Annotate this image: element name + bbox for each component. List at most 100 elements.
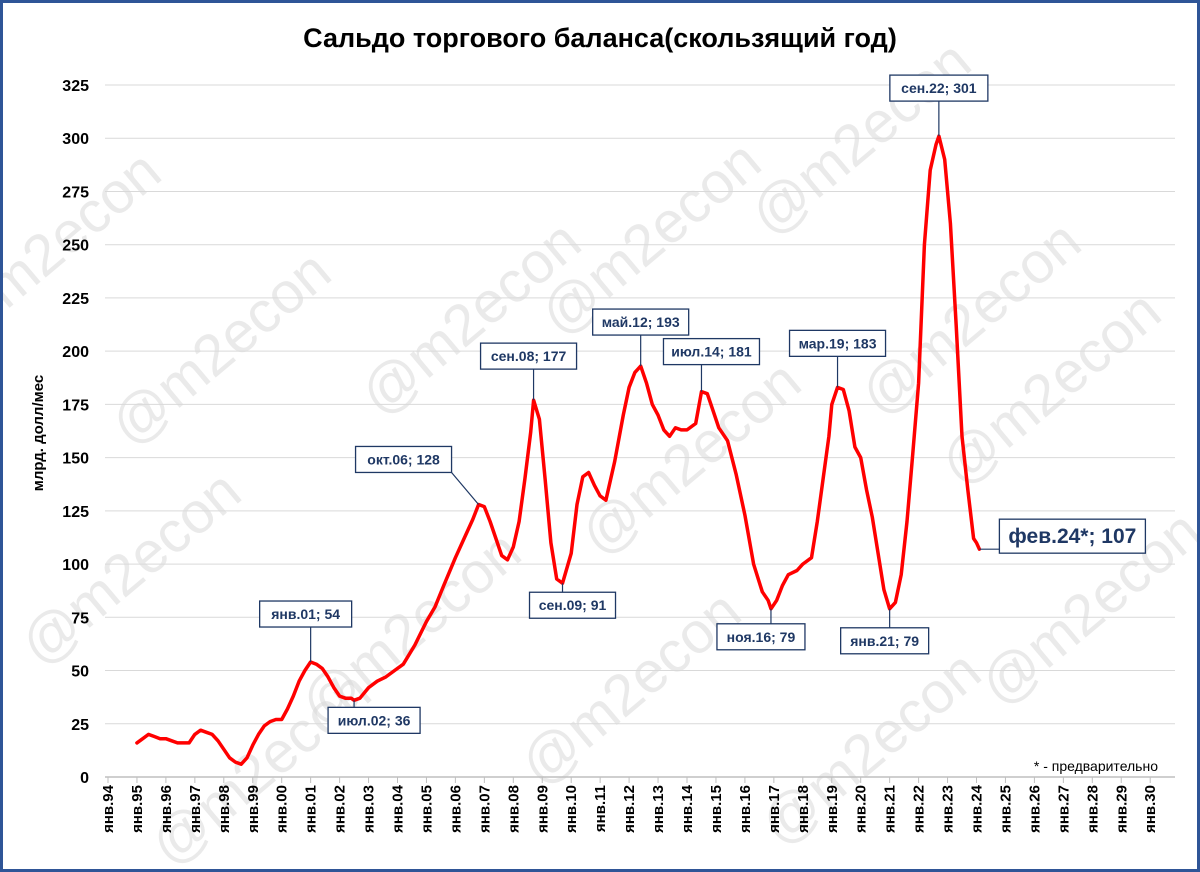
annotation-box-9 [840,627,930,655]
x-tick-label-18: янв.12 [621,785,638,833]
annotation-11: фев.24*; 107 [979,518,1147,554]
y-tick-label-175: 175 [62,397,89,414]
x-tick-label-22: янв.16 [737,785,754,833]
x-tick-label-5: янв.99 [245,785,262,833]
x-tick-label-0: янв.94 [100,784,117,833]
annotation-8: мар.19; 183 [788,329,887,388]
y-axis-ticks: 0 25 50 75 100 125 150 175 200 225 250 275 300 325 [62,78,89,787]
y-tick-label-225: 225 [62,291,89,308]
x-tick-label-2: янв.96 [158,785,175,833]
annotation-label-10: сен.22; 301 [901,80,977,96]
annotation-box-10 [889,74,989,102]
x-tick-label-30: янв.24 [969,784,986,833]
x-tick-label-19: янв.13 [650,785,667,833]
annotation-box-0 [258,600,353,628]
y-tick-label-325: 325 [62,78,89,95]
annotation-label-6: июл.14; 181 [671,344,752,360]
x-tick-label-17: янв.11 [592,785,609,832]
annotation-leader-2 [451,472,480,505]
x-axis-ticks: янв.94 янв.95 янв.96 янв.97 янв.98 янв.99 янв.… [100,777,1159,833]
x-tick-label-35: янв.29 [1113,785,1130,833]
annotation-label-2: окт.06; 128 [367,451,440,467]
y-tick-label-0: 0 [80,770,89,787]
x-tick-label-14: янв.08 [505,785,522,833]
x-tick-label-1: янв.95 [129,785,146,833]
annotation-box-8 [788,329,887,358]
x-tick-label-10: янв.04 [390,784,407,833]
y-tick-label-250: 250 [62,238,89,255]
annotation-box-2 [354,445,453,474]
annotation-6: июл.14; 181 [662,337,761,392]
gridlines [105,84,1175,725]
x-tick-label-12: янв.06 [447,785,464,833]
annotation-9: янв.21; 79 [840,608,930,655]
annotation-4: сен.09; 91 [528,583,617,619]
annotation-2: окт.06; 128 [354,445,480,505]
x-tick-label-16: янв.10 [563,785,580,833]
annotation-box-11 [998,518,1147,554]
annotation-box-1 [327,706,421,734]
annotation-box-4 [528,591,617,619]
annotation-box-7 [716,623,806,651]
x-tick-label-27: янв.21 [882,785,899,833]
annotation-label-5: май.12; 193 [602,314,680,330]
y-tick-label-100: 100 [62,557,89,574]
annotation-3: сен.08; 177 [479,342,578,401]
annotation-box-3 [479,342,578,370]
x-tick-label-8: янв.02 [332,785,349,833]
annotation-label-9: янв.21; 79 [850,633,919,649]
annotation-5: май.12; 193 [592,308,690,367]
annotation-label-7: ноя.16; 79 [727,629,796,645]
y-axis-label: млрд. долл/мес [30,375,47,491]
x-tick-label-26: янв.20 [853,785,870,833]
watermark-1: @m2econ [98,238,343,458]
annotation-0: янв.01; 54 [258,600,353,663]
y-tick-label-300: 300 [62,131,89,148]
annotation-label-11: фев.24*; 107 [1008,525,1136,548]
x-tick-label-23: янв.17 [766,785,783,833]
x-tick-label-25: янв.19 [824,785,841,833]
series-line [135,134,982,766]
x-tick-label-11: янв.05 [418,785,435,833]
x-tick-label-21: янв.15 [708,785,725,833]
y-tick-label-125: 125 [62,504,89,521]
y-tick-label-75: 75 [71,610,89,627]
annotation-7: ноя.16; 79 [716,608,806,651]
annotation-10: сен.22; 301 [889,74,989,137]
x-tick-label-24: янв.18 [795,785,812,833]
x-tick-label-3: янв.97 [187,785,204,833]
x-tick-label-9: янв.03 [361,785,378,833]
watermark-10: @m2econ [138,658,383,869]
y-tick-label-50: 50 [71,664,89,681]
trade-balance-chart: @m2econ@m2econ @m2econ@m2econ@m2econ@m2ec… [3,23,1197,869]
x-tick-label-34: янв.28 [1084,785,1101,833]
annotation-label-0: янв.01; 54 [271,606,340,622]
annotation-label-3: сен.08; 177 [491,348,567,364]
annotation-label-4: сен.09; 91 [539,597,607,613]
y-tick-label-275: 275 [62,184,89,201]
annotation-box-6 [662,337,761,366]
x-tick-label-36: янв.30 [1142,785,1159,833]
x-tick-label-33: янв.27 [1055,785,1072,833]
x-tick-label-6: янв.00 [274,785,291,833]
x-tick-label-4: янв.98 [216,785,233,833]
x-tick-label-7: янв.01 [303,785,320,833]
x-tick-label-32: янв.26 [1026,785,1043,833]
annotations: янв.01; 54 июл.02; 36 окт.06; 128 сен.08; 1… [258,74,1147,734]
x-tick-label-15: янв.09 [534,785,551,833]
annotation-1: июл.02; 36 [327,700,421,734]
x-tick-label-13: янв.07 [476,785,493,833]
annotation-label-8: мар.19; 183 [799,335,877,351]
y-tick-label-150: 150 [62,451,89,468]
x-tick-label-20: янв.14 [679,784,696,833]
y-tick-label-25: 25 [71,717,89,734]
y-tick-label-200: 200 [62,344,89,361]
chart-title: Сальдо торгового баланса(скользящий год) [303,23,897,53]
footnote: * - предварительно [1034,758,1158,774]
x-tick-label-29: янв.23 [940,785,957,833]
annotation-box-5 [592,308,690,336]
annotation-label-1: июл.02; 36 [338,712,411,728]
x-tick-label-28: янв.22 [911,785,928,833]
x-tick-label-31: янв.25 [997,785,1014,833]
